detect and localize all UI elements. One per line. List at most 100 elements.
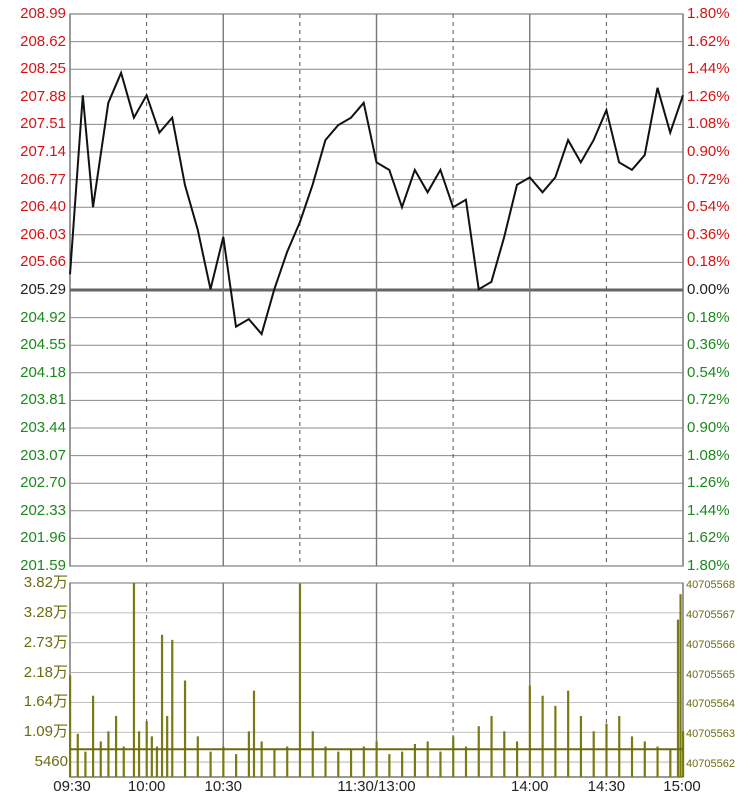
volume-bar — [656, 746, 659, 777]
volume-bar — [132, 583, 136, 777]
volume-bar — [401, 751, 404, 777]
percent-tick-label: 0.00% — [687, 281, 730, 298]
price-line — [69, 69, 684, 337]
volume-bar — [150, 736, 153, 777]
percent-tick-label: 1.44% — [687, 501, 730, 519]
volume-bar — [183, 680, 187, 777]
price-tick-label: 206.77 — [20, 170, 66, 188]
volume-bar — [286, 746, 289, 777]
percent-tick-label: 1.44% — [687, 60, 730, 78]
percent-tick-label: 0.54% — [687, 198, 730, 216]
volume-bar — [311, 731, 314, 777]
volume-right-tick-label: 40705564 — [686, 698, 735, 711]
percent-tick-label: 1.26% — [687, 87, 730, 105]
volume-bar — [84, 751, 87, 777]
price-tick-label: 206.40 — [20, 198, 66, 216]
volume-bar — [682, 731, 685, 777]
volume-bar — [452, 736, 455, 777]
percent-tick-label: 0.18% — [687, 308, 730, 326]
volume-bar — [528, 685, 531, 777]
volume-bar — [99, 741, 102, 777]
percent-tick-label: 1.80% — [687, 557, 730, 574]
volume-bar — [388, 754, 391, 777]
percent-tick-label: 0.72% — [687, 170, 730, 188]
volume-bar — [477, 726, 480, 777]
percent-tick-label: 1.80% — [687, 5, 730, 22]
price-tick-label: 204.18 — [20, 363, 66, 381]
percent-tick-label: 1.62% — [687, 529, 730, 547]
volume-tick-label: 2.73万 — [23, 633, 68, 651]
volume-right-tick-label: 40705566 — [686, 638, 735, 651]
volume-bar — [426, 741, 429, 777]
volume-bar — [349, 749, 353, 777]
price-tick-label: 204.55 — [20, 336, 66, 354]
volume-bar — [235, 754, 238, 777]
time-tick-label: 15:00 — [663, 778, 701, 795]
percent-tick-label: 1.08% — [687, 115, 730, 133]
price-tick-label: 201.59 — [20, 557, 66, 574]
percent-tick-label: 0.36% — [687, 336, 730, 354]
volume-bar — [273, 749, 276, 777]
percent-tick-label: 1.08% — [687, 446, 730, 464]
price-tick-label: 208.25 — [20, 60, 66, 78]
volume-bar — [503, 731, 506, 777]
volume-bar — [605, 723, 608, 777]
volume-bar — [91, 695, 95, 777]
volume-right-tick-label: 40705567 — [686, 608, 735, 621]
volume-tick-label: 2.18万 — [23, 663, 68, 681]
price-tick-label: 201.96 — [20, 529, 66, 547]
price-tick-label: 203.07 — [20, 446, 66, 464]
volume-bar — [171, 639, 174, 777]
time-tick-label: 10:30 — [204, 778, 243, 795]
price-tick-label: 208.62 — [20, 32, 66, 50]
volume-bar — [122, 746, 125, 777]
volume-tick-label: 1.64万 — [23, 693, 68, 711]
volume-tick-label: 5460 — [34, 753, 68, 771]
volume-bar — [324, 746, 327, 777]
volume-bar — [160, 634, 164, 777]
volume-bar — [464, 746, 468, 777]
volume-bar — [554, 705, 557, 777]
price-tick-label: 204.92 — [20, 308, 66, 326]
time-tick-label: 10:00 — [127, 778, 166, 795]
price-tick-label: 208.99 — [20, 5, 66, 22]
volume-bar — [298, 584, 302, 777]
price-tick-label: 205.66 — [20, 253, 66, 271]
volume-bar — [137, 731, 141, 777]
volume-bar — [337, 751, 340, 777]
volume-bar — [541, 695, 544, 777]
volume-right-tick-label: 40705563 — [686, 728, 735, 741]
volume-bar — [362, 746, 365, 777]
price-tick-label: 203.81 — [20, 391, 66, 409]
percent-tick-label: 1.62% — [687, 32, 730, 50]
volume-bar — [592, 731, 595, 777]
volume-bar — [69, 675, 72, 777]
volume-bar — [413, 743, 417, 777]
volume-bar — [76, 733, 79, 777]
volume-tick-label: 3.82万 — [23, 574, 68, 591]
volume-tick-label: 3.28万 — [23, 603, 68, 621]
volume-bar — [676, 619, 680, 777]
percent-tick-label: 0.18% — [687, 253, 730, 271]
time-tick-label: 11:30/13:00 — [337, 778, 416, 795]
price-tick-label: 202.70 — [20, 474, 66, 492]
price-tick-label: 207.51 — [20, 115, 66, 133]
volume-bar — [439, 751, 442, 777]
volume-bar — [155, 746, 159, 777]
volume-right-tick-label: 40705565 — [686, 668, 735, 681]
price-tick-label: 205.29 — [20, 281, 66, 298]
volume-bar — [260, 741, 263, 777]
volume-bar — [567, 690, 570, 777]
price-tick-label: 203.44 — [20, 419, 66, 436]
percent-tick-label: 0.90% — [687, 143, 730, 160]
time-tick-label: 14:30 — [587, 778, 626, 795]
volume-bar — [515, 741, 519, 777]
volume-tick-label: 1.09万 — [23, 723, 68, 741]
volume-bar — [630, 736, 634, 777]
volume-bar — [643, 741, 646, 777]
volume-bar — [679, 594, 682, 777]
percent-tick-label: 0.72% — [687, 391, 730, 409]
volume-bar — [196, 736, 199, 777]
